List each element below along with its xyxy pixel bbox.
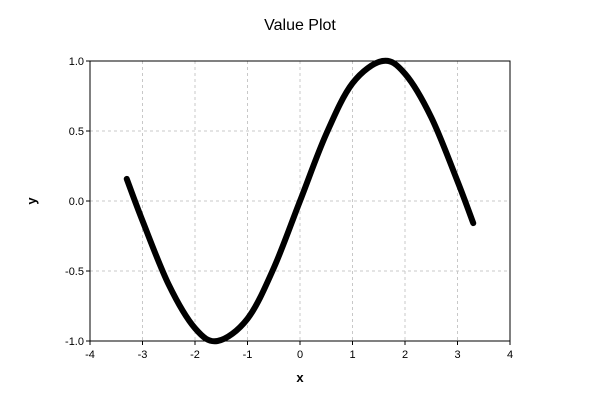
y-tick-label: -1.0 — [65, 336, 84, 348]
x-tick-label: 2 — [402, 349, 408, 361]
x-tick-label: 4 — [507, 349, 513, 361]
y-tick-label: 0.5 — [69, 126, 84, 138]
x-axis-label: x — [296, 370, 304, 385]
y-tick-label: 0.0 — [69, 196, 84, 208]
y-axis-label: y — [24, 197, 39, 205]
x-tick-label: 0 — [297, 349, 303, 361]
series-layer — [123, 57, 477, 345]
x-tick-label: -1 — [243, 349, 253, 361]
chart-title: Value Plot — [264, 17, 336, 34]
series-line — [123, 57, 477, 345]
y-tick-label: -0.5 — [65, 266, 84, 278]
y-tick-label: 1.0 — [69, 56, 84, 68]
x-tick-label: 1 — [349, 349, 355, 361]
x-tick-label: 3 — [454, 349, 460, 361]
x-tick-label: -2 — [190, 349, 200, 361]
x-tick-label: -3 — [138, 349, 148, 361]
axis-ticks: -4 -3 -2 -1 0 1 2 3 4 -1.0 -0.5 0.0 0.5 1.0 — [65, 56, 513, 361]
x-tick-label: -4 — [85, 349, 95, 361]
